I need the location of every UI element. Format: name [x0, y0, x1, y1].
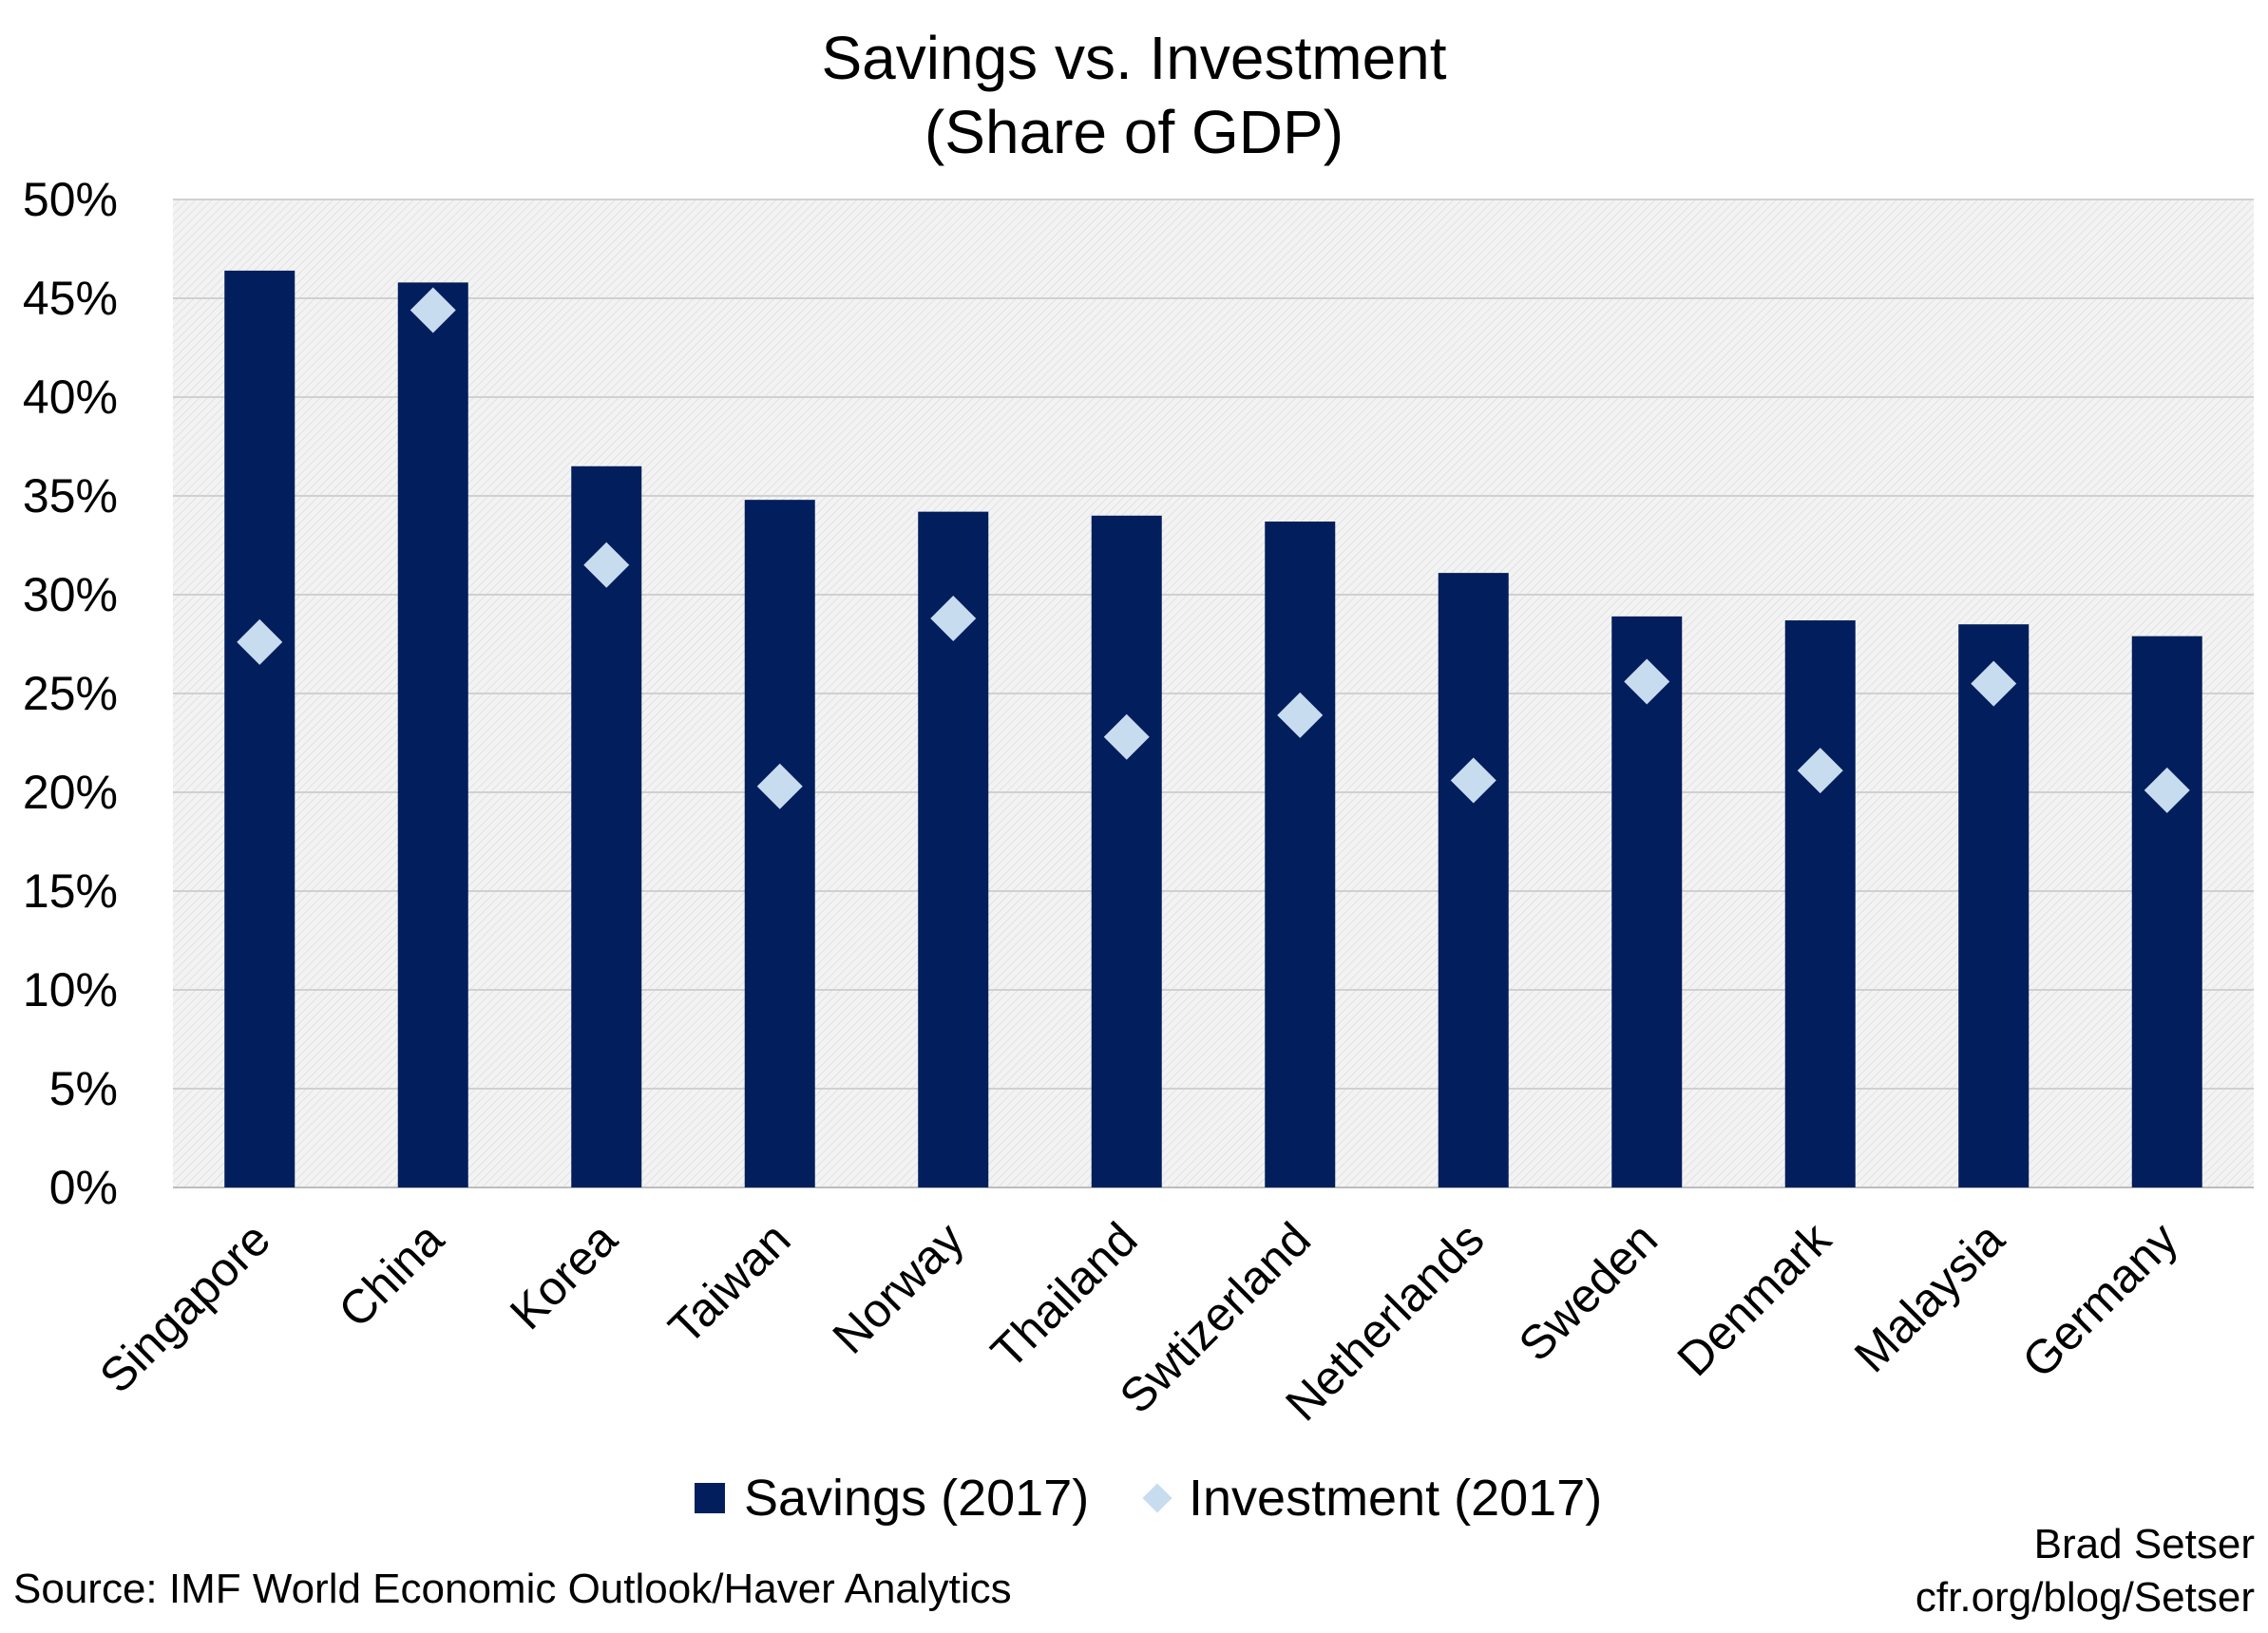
x-tick-label: Germany [2012, 1212, 2188, 1388]
investment-marker [1103, 713, 1150, 760]
x-tick-label: Taiwan [658, 1212, 801, 1355]
credit-url: cfr.org/blog/Setser [1915, 1574, 2255, 1621]
legend: Savings (2017) Investment (2017) [0, 1465, 2268, 1531]
chart-title: Savings vs. Investment (Share of GDP) [0, 21, 2268, 169]
y-tick-label: 5% [49, 1062, 118, 1115]
source-note: Source: IMF World Economic Outlook/Haver… [13, 1566, 1012, 1612]
credit-author: Brad Setser [2033, 1521, 2255, 1567]
investment-marker [410, 287, 456, 333]
investment-marker [1277, 692, 1324, 738]
y-tick-label: 40% [23, 370, 118, 424]
investment-marker [930, 595, 977, 641]
y-tick-label: 10% [23, 963, 118, 1016]
x-tick-label: Singapore [89, 1212, 280, 1403]
chart-title-line1: Savings vs. Investment [821, 24, 1447, 92]
x-tick-label: Korea [500, 1212, 627, 1339]
investment-marker [1624, 658, 1670, 705]
investment-marker [1450, 757, 1496, 804]
y-tick-label: 45% [23, 272, 118, 325]
y-tick-label: 35% [23, 469, 118, 522]
savings-bar [1784, 620, 1856, 1187]
investment-marker [583, 541, 630, 588]
savings-bar [1265, 522, 1336, 1187]
savings-bar [224, 270, 295, 1187]
chart-title-line2: (Share of GDP) [924, 98, 1344, 166]
investment-marker [1797, 748, 1843, 794]
x-tick-label: Sweden [1509, 1212, 1668, 1371]
legend-label-investment: Investment (2017) [1189, 1470, 1603, 1527]
investment-marker [2144, 767, 2190, 813]
investment-marker [756, 763, 803, 809]
savings-bar [397, 282, 468, 1187]
credit: Brad Setser cfr.org/blog/Setser [1915, 1518, 2255, 1624]
savings-bar [1611, 616, 1683, 1187]
savings-bar [2131, 636, 2202, 1187]
legend-label-savings: Savings (2017) [744, 1470, 1090, 1527]
savings-bar [744, 500, 815, 1187]
x-tick-label: Norway [823, 1212, 974, 1363]
savings-bar [1091, 515, 1162, 1187]
x-tick-label: China [329, 1212, 454, 1338]
y-tick-label: 15% [23, 864, 118, 918]
x-tick-label: Thailand [981, 1212, 1147, 1378]
y-tick-label: 20% [23, 766, 118, 819]
x-tick-label: Malaysia [1844, 1212, 2014, 1382]
legend-swatch-savings [695, 1483, 725, 1513]
y-tick-label: 0% [49, 1161, 118, 1214]
y-tick-label: 30% [23, 568, 118, 621]
x-tick-label: Denmark [1667, 1211, 1841, 1386]
investment-marker [1971, 660, 2017, 707]
y-tick-label: 25% [23, 667, 118, 720]
y-tick-label: 50% [23, 173, 118, 226]
savings-bar [1438, 573, 1509, 1187]
investment-marker [237, 618, 283, 665]
savings-bar [1958, 624, 2030, 1187]
legend-swatch-investment [1142, 1483, 1172, 1513]
